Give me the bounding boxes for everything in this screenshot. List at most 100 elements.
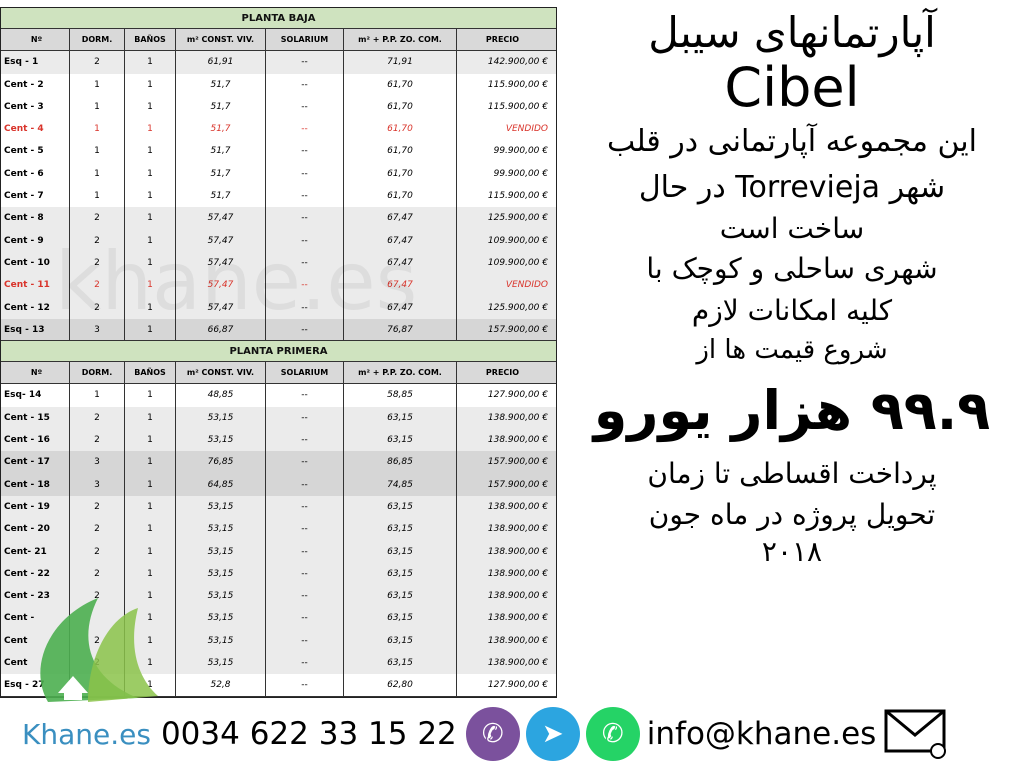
cell-total-area: 63,15 <box>344 562 457 586</box>
cell-unit: Cent- 21 <box>1 540 70 563</box>
table-row: Cent - 22 2 1 53,15 -- 63,15 138.900,00 € <box>1 562 556 586</box>
column-header-bathrooms: BAÑOS <box>125 29 176 51</box>
cell-built-area: 53,15 <box>176 406 266 430</box>
cell-built-area: 57,47 <box>176 207 266 230</box>
cell-unit: Cent - 20 <box>1 518 70 541</box>
cell-bedrooms: 2 <box>70 495 125 519</box>
cell-total-area: 74,85 <box>344 473 457 496</box>
cell-bedrooms: 3 <box>70 473 125 496</box>
cell-total-area: 63,15 <box>344 406 457 430</box>
cell-price: 125.900,00 € <box>487 213 548 224</box>
cell-total-area: 67,47 <box>344 207 457 230</box>
cell-bathrooms: 1 <box>125 207 176 230</box>
table-row: Cent - 16 2 1 53,15 -- 63,15 138.900,00 € <box>1 429 556 452</box>
cell-bathrooms: 1 <box>125 518 176 541</box>
cell-built-area: 51,7 <box>176 118 266 141</box>
cell-total-area: 71,91 <box>344 51 457 74</box>
cell-solarium: -- <box>266 674 344 696</box>
cell-unit: Cent - 6 <box>1 162 70 186</box>
cell-built-area: 53,15 <box>176 429 266 452</box>
column-header-unit: Nº <box>1 29 70 51</box>
cell-unit: Esq- 14 <box>1 384 70 407</box>
cell-total-area: 67,47 <box>344 229 457 252</box>
column-header-solarium: SOLARIUM <box>266 362 344 384</box>
cell-bedrooms: 2 <box>70 51 125 74</box>
cell-bedrooms: 2 <box>70 274 125 297</box>
cell-price: 142.900,00 € <box>487 57 548 68</box>
cell-bathrooms: 1 <box>125 51 176 74</box>
cell-unit: Cent - 22 <box>1 562 70 586</box>
price-table: PLANTA BAJA Nº DORM. BAÑOS m² CONST. VIV. SOL… <box>0 7 557 698</box>
cell-bathrooms: 1 <box>125 162 176 186</box>
cell-total-area: 63,15 <box>344 429 457 452</box>
cell-built-area: 51,7 <box>176 95 266 119</box>
header-row: Nº DORM. BAÑOS m² CONST. VIV. SOLARIUM m² + P… <box>1 29 556 52</box>
table-row: Cent - 23 2 1 53,15 -- 63,15 138.900,00 € <box>1 585 556 608</box>
cell-bathrooms: 1 <box>125 429 176 452</box>
cell-total-area: 61,70 <box>344 162 457 186</box>
phone-number[interactable]: 0034 622 33 15 22 <box>160 716 457 752</box>
table-row: Cent - 10 2 1 57,47 -- 67,47 109.900,00 € <box>1 251 556 275</box>
column-header-bedrooms: DORM. <box>70 362 125 384</box>
cell-unit: Cent - 7 <box>1 185 70 208</box>
cell-total-area: 61,70 <box>344 185 457 208</box>
cell-price: 138.900,00 € <box>487 658 548 669</box>
cell-price: 138.900,00 € <box>487 568 548 579</box>
cell-unit: Cent - 9 <box>1 229 70 252</box>
cell-bedrooms: 1 <box>70 73 125 96</box>
promo-panel: آپارتمانهای سیبل Cibel این مجموعه آپارتم… <box>560 0 1024 700</box>
cell-solarium: -- <box>266 607 344 630</box>
cell-solarium: -- <box>266 495 344 519</box>
cell-solarium: -- <box>266 451 344 474</box>
cell-unit: Esq - 13 <box>1 318 70 341</box>
cell-bathrooms: 1 <box>125 274 176 297</box>
cell-unit: Cent - 10 <box>1 251 70 275</box>
cell-bathrooms: 1 <box>125 229 176 252</box>
cell-bedrooms: 2 <box>70 229 125 252</box>
table-row: Cent - 6 1 1 51,7 -- 61,70 99.900,00 € <box>1 162 556 186</box>
column-header-total-area: m² + P.P. ZO. COM. <box>344 362 457 384</box>
column-header-unit: Nº <box>1 362 70 384</box>
cell-total-area: 58,85 <box>344 384 457 407</box>
table-row: Cent - 4 1 1 51,7 -- 61,70 VENDIDO <box>1 118 556 141</box>
cell-price: 99.900,00 € <box>493 168 548 179</box>
cell-unit: Cent - 4 <box>1 118 70 141</box>
cell-solarium: -- <box>266 562 344 586</box>
table-row: Esq- 14 1 1 48,85 -- 58,85 127.900,00 € <box>1 384 556 407</box>
cell-built-area: 53,15 <box>176 585 266 608</box>
column-header-bathrooms: BAÑOS <box>125 362 176 384</box>
viber-icon[interactable]: ✆ <box>465 707 520 761</box>
cell-total-area: 63,15 <box>344 607 457 630</box>
cell-bedrooms: 2 <box>70 518 125 541</box>
promo-line: ساخت است <box>719 212 865 245</box>
cell-price: VENDIDO <box>505 124 548 135</box>
cell-total-area: 61,70 <box>344 73 457 96</box>
cell-total-area: 67,47 <box>344 274 457 297</box>
telegram-icon[interactable]: ➤ <box>525 707 580 761</box>
cell-built-area: 51,7 <box>176 140 266 163</box>
whatsapp-icon[interactable]: ✆ <box>585 707 640 761</box>
cell-built-area: 53,15 <box>176 495 266 519</box>
cell-solarium: -- <box>266 162 344 186</box>
cell-total-area: 61,70 <box>344 95 457 119</box>
cell-bedrooms: 1 <box>70 185 125 208</box>
cell-total-area: 63,15 <box>344 540 457 563</box>
cell-bathrooms: 1 <box>125 95 176 119</box>
cell-bedrooms: 2 <box>70 540 125 563</box>
cell-total-area: 61,70 <box>344 140 457 163</box>
cell-price: 138.900,00 € <box>487 501 548 512</box>
column-header-built-area: m² CONST. VIV. <box>176 29 266 51</box>
email-address[interactable]: info@khane.es <box>646 716 877 752</box>
cell-solarium: -- <box>266 429 344 452</box>
promo-line: این مجموعه آپارتمانی در قلب <box>606 124 977 159</box>
column-header-price: PRECIO <box>485 368 520 378</box>
cell-total-area: 62,80 <box>344 674 457 696</box>
cell-built-area: 57,47 <box>176 251 266 275</box>
envelope-icon[interactable] <box>884 709 948 759</box>
cell-price: 138.900,00 € <box>487 524 548 535</box>
table-row: Esq - 1 2 1 61,91 -- 71,91 142.900,00 € <box>1 51 556 74</box>
table-row: Cent - 20 2 1 53,15 -- 63,15 138.900,00 € <box>1 518 556 541</box>
cell-price: 138.900,00 € <box>487 435 548 446</box>
cell-price: 109.900,00 € <box>487 257 548 268</box>
